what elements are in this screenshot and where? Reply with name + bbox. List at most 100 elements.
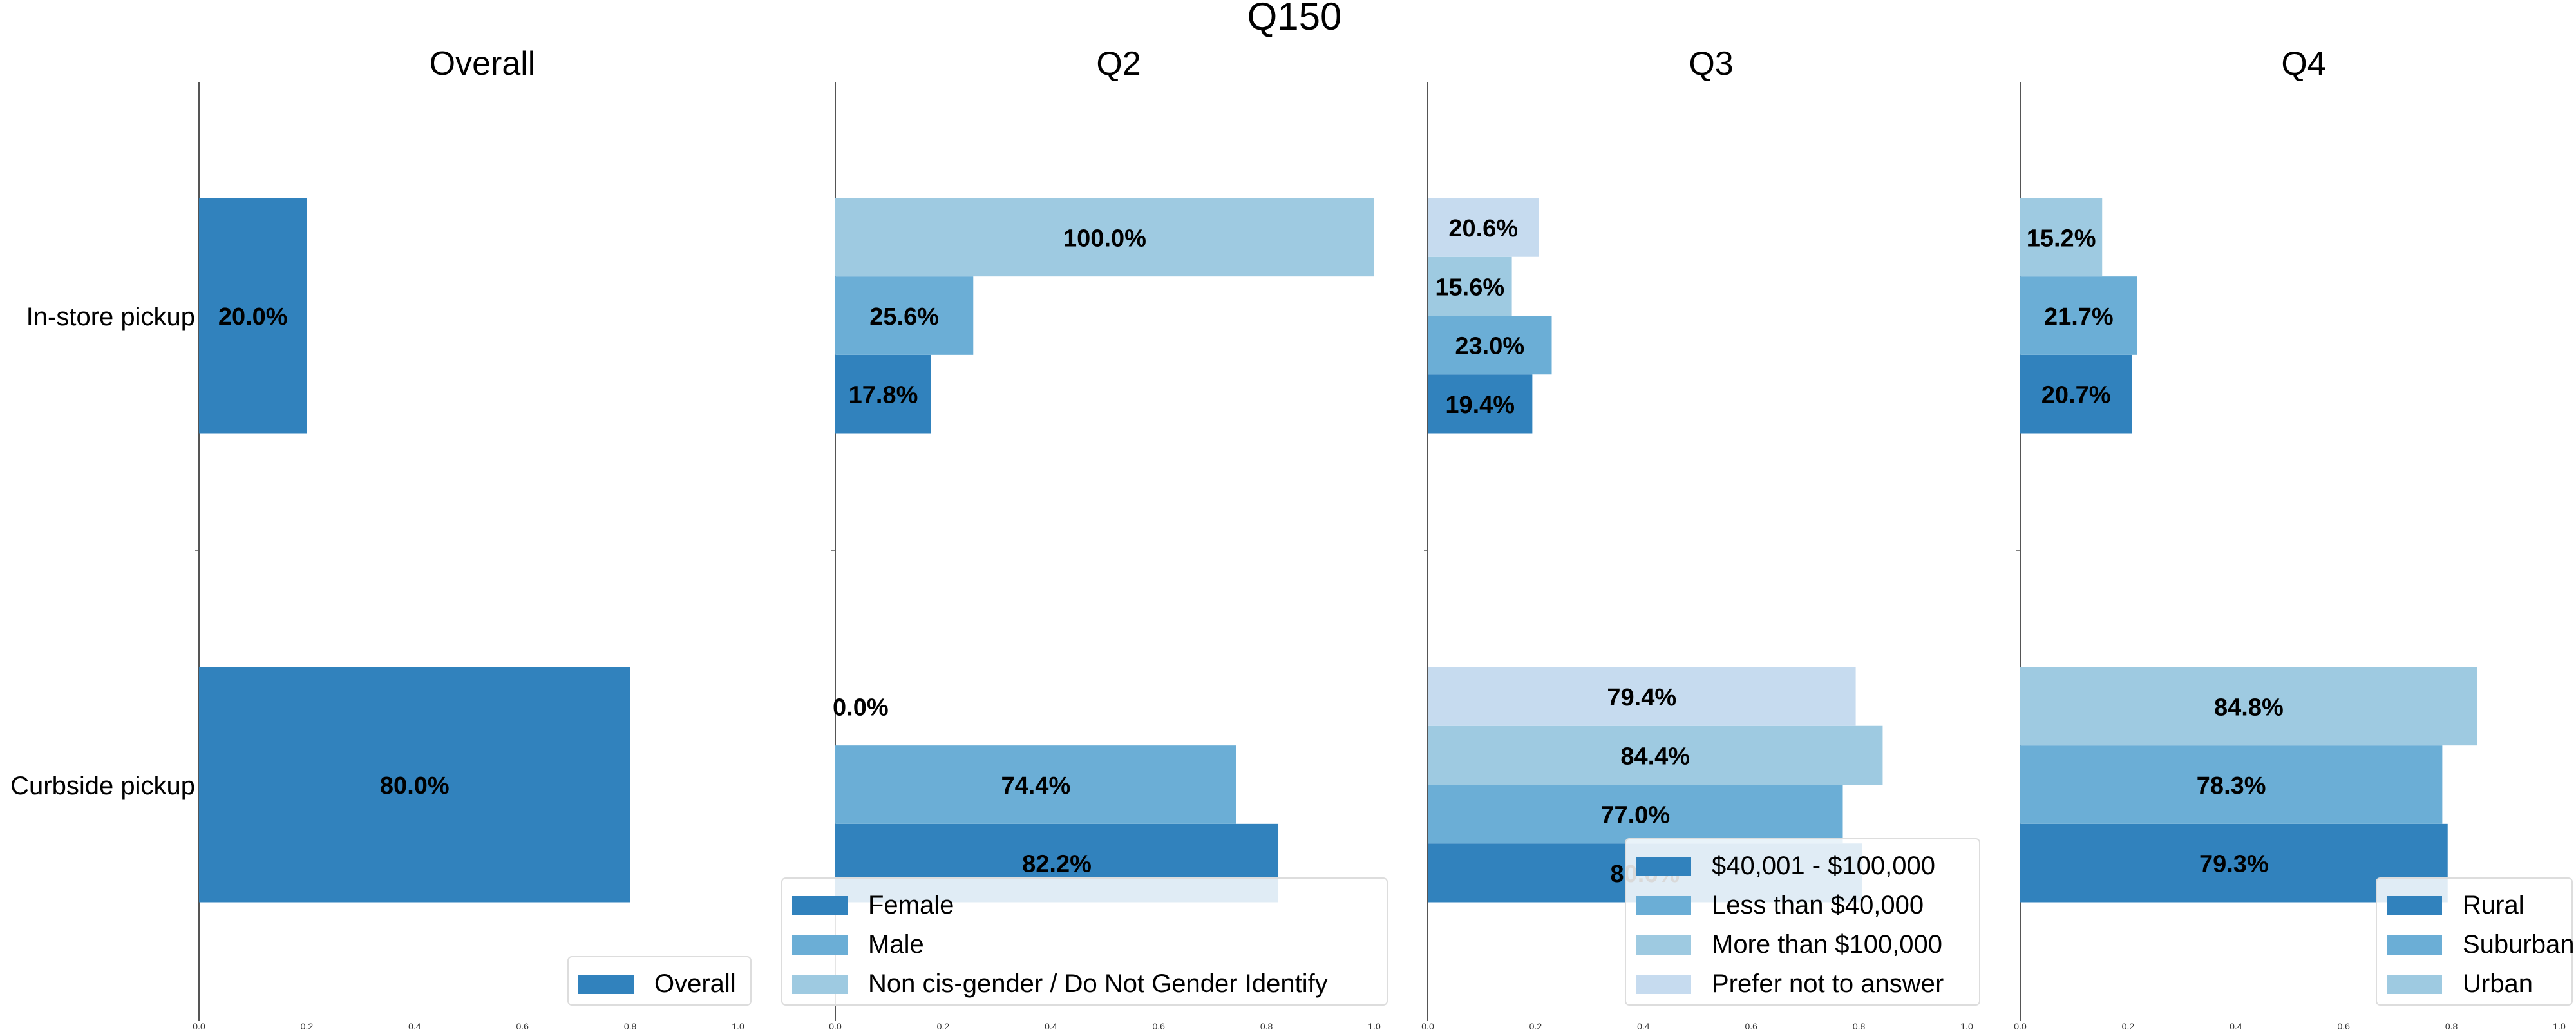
x-tick-label: 0.2 <box>1530 1021 1542 1031</box>
legend-label: Urban <box>2463 970 2533 998</box>
x-tick-label: 0.2 <box>937 1021 950 1031</box>
bar <box>835 198 1374 277</box>
chart-panels: Overall 0.0 0.2 0.4 0.6 0.8 1.0 In-store pickup… <box>10 45 2574 1031</box>
legend-swatch <box>1636 935 1691 955</box>
legend-box <box>781 877 1388 1006</box>
legend-swatch <box>2387 896 2442 915</box>
legend-label: More than $100,000 <box>1712 930 1942 959</box>
x-tick-label: 0.4 <box>408 1021 421 1031</box>
legend: Rural Suburban Urban <box>2376 877 2574 1006</box>
x-tick-label: 0.4 <box>2230 1021 2242 1031</box>
x-tick-label: 0.6 <box>1745 1021 1757 1031</box>
legend-swatch <box>792 935 848 955</box>
data-label: 20.6% <box>1448 215 1518 242</box>
bar <box>1428 725 1883 785</box>
bar <box>835 745 1236 824</box>
legend-label: Non cis-gender / Do Not Gender Identify <box>868 970 1328 998</box>
legend-box <box>1625 838 1980 1006</box>
legend-label: Overall <box>654 970 736 998</box>
data-label: 20.0% <box>218 303 288 330</box>
legend-swatch <box>2387 935 2442 955</box>
data-label: 15.2% <box>2027 225 2096 252</box>
bar <box>2020 276 2137 355</box>
legend-swatch <box>1636 857 1691 876</box>
chart-panel-1: Q2 0.0 0.2 0.4 0.6 0.8 1.0 17.8% 82.2% 25.6% 74.4%… <box>781 45 1388 1031</box>
legend-label: Rural <box>2463 891 2524 919</box>
data-label: 19.4% <box>1445 392 1515 419</box>
x-tick-label: 0.6 <box>1152 1021 1165 1031</box>
data-label: 82.2% <box>1022 851 1092 878</box>
panel-title: Overall <box>430 45 536 82</box>
bar <box>1428 374 1533 434</box>
data-label: 78.3% <box>2197 772 2266 799</box>
bar <box>1428 316 1552 375</box>
bar <box>199 667 630 903</box>
data-label: 80.0% <box>380 772 450 799</box>
x-tick-label: 0.2 <box>301 1021 314 1031</box>
data-label: 100.0% <box>1063 225 1146 252</box>
bar <box>199 198 307 434</box>
category-label: Curbside pickup <box>10 772 195 800</box>
legend-swatch <box>1636 975 1691 994</box>
x-tick-label: 0.0 <box>829 1021 842 1031</box>
category-label: In-store pickup <box>26 303 195 331</box>
x-tick-label: 0.0 <box>193 1021 205 1031</box>
data-label: 84.4% <box>1620 743 1690 770</box>
x-tick-label: 1.0 <box>1960 1021 1973 1031</box>
bar <box>2020 667 2477 746</box>
x-tick-label: 0.4 <box>1637 1021 1650 1031</box>
data-label: 79.4% <box>1607 684 1676 711</box>
bar <box>835 354 931 434</box>
bar <box>1428 256 1512 316</box>
legend-swatch <box>578 975 634 994</box>
chart-panel-0: Overall 0.0 0.2 0.4 0.6 0.8 1.0 In-store pickup… <box>10 45 752 1031</box>
x-tick-label: 0.8 <box>2445 1021 2458 1031</box>
x-tick-label: 0.0 <box>1421 1021 1434 1031</box>
legend-swatch <box>2387 975 2442 994</box>
x-tick-label: 0.6 <box>516 1021 529 1031</box>
legend-label: Prefer not to answer <box>1712 970 1944 998</box>
data-label: 77.0% <box>1600 802 1670 829</box>
legend-label: $40,001 - $100,000 <box>1712 852 1935 880</box>
legend-label: Less than $40,000 <box>1712 891 1924 919</box>
data-label: 21.7% <box>2044 303 2114 330</box>
data-label: 74.4% <box>1001 772 1070 799</box>
x-tick-label: 1.0 <box>732 1021 744 1031</box>
bar <box>1428 198 1539 257</box>
data-label: 79.3% <box>2199 851 2269 878</box>
x-tick-label: 0.8 <box>1260 1021 1273 1031</box>
data-label: 23.0% <box>1455 333 1524 360</box>
data-label: 84.8% <box>2214 694 2284 721</box>
data-label: 20.7% <box>2041 382 2111 409</box>
bar <box>2020 198 2103 277</box>
legend-label: Female <box>868 891 954 919</box>
legend-label: Male <box>868 930 924 959</box>
x-tick-label: 1.0 <box>1368 1021 1381 1031</box>
bar <box>1428 667 1856 726</box>
figure-title: Q150 <box>1247 0 1342 38</box>
legend-swatch <box>792 975 848 994</box>
legend: $40,001 - $100,000 Less than $40,000 More … <box>1625 838 1980 1006</box>
bar <box>1428 785 1843 844</box>
x-tick-label: 1.0 <box>2553 1021 2566 1031</box>
x-tick-label: 0.8 <box>1853 1021 1866 1031</box>
bar <box>2020 354 2132 434</box>
data-label: 0.0% <box>833 694 889 721</box>
bar <box>835 276 974 355</box>
panel-title: Q3 <box>1689 45 1733 82</box>
x-tick-label: 0.0 <box>2014 1021 2027 1031</box>
bar <box>2020 745 2443 824</box>
data-label: 17.8% <box>849 382 918 409</box>
x-tick-label: 0.4 <box>1045 1021 1057 1031</box>
panel-title: Q2 <box>1096 45 1141 82</box>
x-tick-label: 0.6 <box>2337 1021 2350 1031</box>
data-label: 25.6% <box>869 303 939 330</box>
chart-panel-2: Q30.00.20.40.60.81.019.4%80.6%23.0%77.0%… <box>1421 45 1980 1031</box>
chart-panel-3: Q4 0.0 0.2 0.4 0.6 0.8 1.0 20.7% 79.3% 21.7% 78.3%… <box>2014 45 2574 1031</box>
legend-label: Suburban <box>2463 930 2574 959</box>
legend-swatch <box>792 896 848 915</box>
legend-swatch <box>1636 896 1691 915</box>
panel-title: Q4 <box>2281 45 2325 82</box>
